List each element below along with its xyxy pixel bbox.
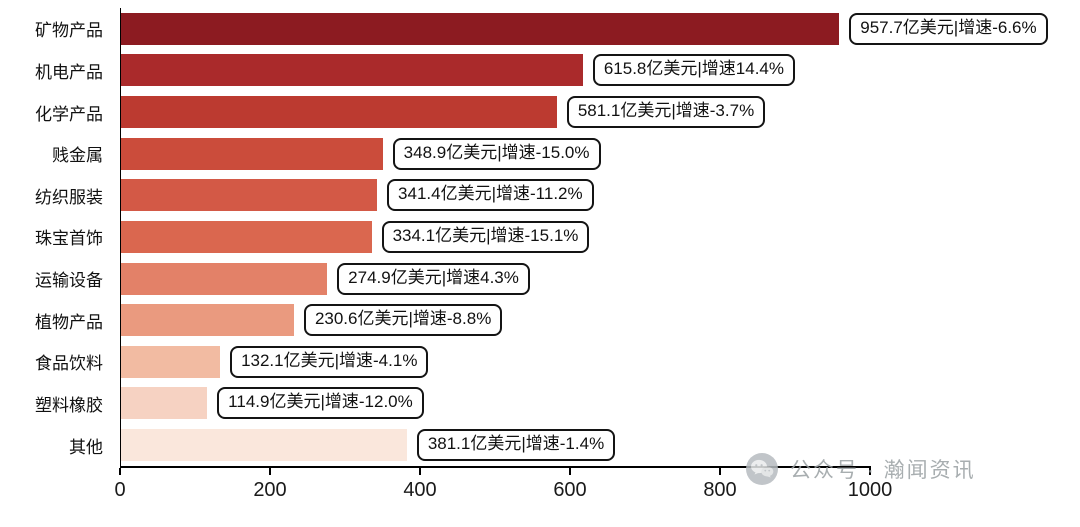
bar <box>121 12 840 45</box>
bar-row: 615.8亿美元|增速14.4% <box>121 50 871 92</box>
bar <box>121 96 557 129</box>
category-label: 塑料橡胶 <box>35 395 103 415</box>
bar-row: 274.9亿美元|增速4.3% <box>121 258 871 300</box>
value-label: 114.9亿美元|增速-12.0% <box>217 387 424 420</box>
value-label: 348.9亿美元|增速-15.0% <box>392 137 601 170</box>
x-tick-mark <box>419 468 421 475</box>
bar <box>121 387 208 420</box>
wechat-icon <box>746 453 778 485</box>
bar-row: 132.1亿美元|增速-4.1% <box>121 341 871 383</box>
category-label: 运输设备 <box>35 271 103 291</box>
value-label: 615.8亿美元|增速14.4% <box>592 54 796 87</box>
bar-row: 381.1亿美元|增速-1.4% <box>121 424 871 466</box>
bar <box>121 345 221 378</box>
x-tick-label: 800 <box>703 479 737 501</box>
bar-row: 348.9亿美元|增速-15.0% <box>121 133 871 175</box>
bar-row: 230.6亿美元|增速-8.8% <box>121 299 871 341</box>
bar-row: 581.1亿美元|增速-3.7% <box>121 91 871 133</box>
category-label: 贱金属 <box>52 146 103 166</box>
bar-row: 114.9亿美元|增速-12.0% <box>121 383 871 425</box>
category-label: 其他 <box>69 437 103 457</box>
category-label: 植物产品 <box>35 312 103 332</box>
value-label: 274.9亿美元|增速4.3% <box>337 262 530 295</box>
watermark-text: 公众号 · 瀚闻资讯 <box>790 459 976 482</box>
bar <box>121 54 583 87</box>
x-tick-label: 600 <box>553 479 587 501</box>
category-label: 珠宝首饰 <box>35 229 103 249</box>
x-tick-mark <box>719 468 721 475</box>
value-label: 132.1亿美元|增速-4.1% <box>230 345 429 378</box>
x-tick-mark <box>119 468 121 475</box>
x-tick-label: 400 <box>403 479 437 501</box>
x-tick-label: 1000 <box>847 479 893 501</box>
value-label: 957.7亿美元|增速-6.6% <box>849 12 1048 45</box>
x-tick-mark <box>869 468 871 475</box>
value-label: 581.1亿美元|增速-3.7% <box>566 96 766 129</box>
bar-row: 341.4亿美元|增速-11.2% <box>121 175 871 217</box>
bar-row: 334.1亿美元|增速-15.1% <box>121 216 871 258</box>
bar <box>121 262 328 295</box>
value-label: 381.1亿美元|增速-1.4% <box>416 429 616 462</box>
bar <box>121 429 407 462</box>
plot-area: 957.7亿美元|增速-6.6% 615.8亿美元|增速14.4% 581.1亿美元… <box>120 8 1048 468</box>
category-label: 矿物产品 <box>35 21 103 41</box>
x-tick-label: 0 <box>114 479 126 501</box>
category-labels: 矿物产品机电产品化学产品贱金属纺织服装珠宝首饰运输设备植物产品食品饮料塑料橡胶其… <box>0 8 112 466</box>
x-tick-mark <box>569 468 571 475</box>
category-label: 纺织服装 <box>35 187 103 207</box>
x-axis: 0 200 400 600 800 1000 <box>114 468 892 508</box>
watermark: 公众号 · 瀚闻资讯 <box>745 452 976 486</box>
x-tick-label: 200 <box>253 479 287 501</box>
value-label: 334.1亿美元|增速-15.1% <box>381 220 590 253</box>
bar-row: 957.7亿美元|增速-6.6% <box>121 8 1048 50</box>
category-label: 机电产品 <box>35 62 103 82</box>
bar <box>121 304 294 337</box>
category-label: 化学产品 <box>35 104 103 124</box>
bar <box>121 179 378 212</box>
bar <box>121 137 383 170</box>
value-label: 230.6亿美元|增速-8.8% <box>303 304 503 337</box>
bar <box>121 220 372 253</box>
category-label: 食品饮料 <box>35 354 103 374</box>
value-label: 341.4亿美元|增速-11.2% <box>387 179 594 212</box>
x-tick-mark <box>269 468 271 475</box>
